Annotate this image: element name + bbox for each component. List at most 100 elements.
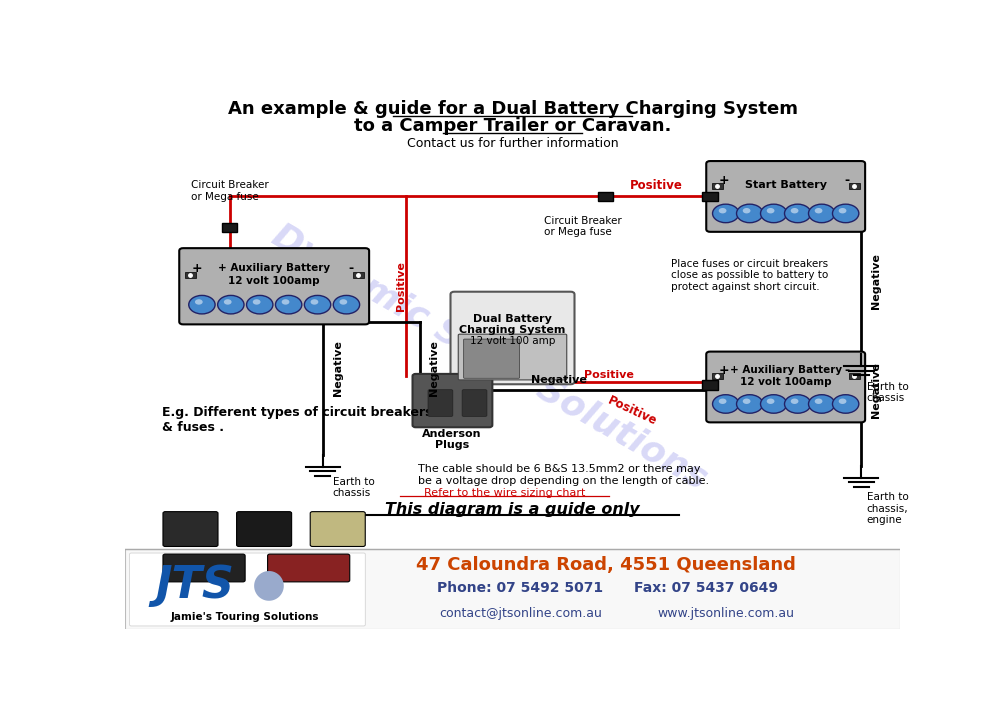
Circle shape [791,208,798,214]
Text: Circuit Breaker
or Mega fuse: Circuit Breaker or Mega fuse [544,216,621,237]
Text: Negative: Negative [871,362,881,418]
Circle shape [304,296,331,314]
Circle shape [737,395,763,413]
Circle shape [333,296,360,314]
Circle shape [785,204,811,223]
Circle shape [713,204,739,223]
Text: +: + [192,262,202,275]
Text: Negative: Negative [871,253,881,309]
Text: This diagram is a guide only: This diagram is a guide only [385,502,640,517]
Circle shape [247,296,273,314]
Text: Positive: Positive [606,395,659,428]
Circle shape [189,296,215,314]
Circle shape [791,399,798,404]
Text: Earth to
chassis,
engine: Earth to chassis, engine [867,492,908,525]
Text: +: + [719,174,729,187]
Text: ●: ● [251,566,285,604]
Text: to a Camper Trailer or Caravan.: to a Camper Trailer or Caravan. [354,117,671,135]
Circle shape [737,204,763,223]
FancyBboxPatch shape [130,553,365,626]
Circle shape [832,395,859,413]
Text: + Auxiliary Battery: + Auxiliary Battery [218,263,330,273]
Text: The cable should be 6 B&S 13.5mm2 or there may: The cable should be 6 B&S 13.5mm2 or the… [418,464,700,474]
Circle shape [311,299,318,305]
Text: Place fuses or circuit breakers
close as possible to battery to
protect against : Place fuses or circuit breakers close as… [671,259,829,292]
Bar [353,272,364,278]
Bar [849,373,860,379]
Circle shape [282,299,289,305]
Text: Positive: Positive [584,370,634,380]
Circle shape [815,208,822,214]
Circle shape [719,399,726,404]
Bar [712,183,723,189]
Circle shape [839,399,846,404]
Text: Negative: Negative [333,340,343,396]
Text: An example & guide for a Dual Battery Charging System: An example & guide for a Dual Battery Ch… [228,100,798,118]
Circle shape [785,395,811,413]
FancyBboxPatch shape [464,339,519,378]
Text: -: - [845,174,850,187]
FancyBboxPatch shape [179,248,369,325]
FancyBboxPatch shape [462,390,487,416]
Text: Dual Battery: Dual Battery [473,314,552,324]
Text: Positive: Positive [629,179,682,192]
Text: JTS: JTS [155,564,234,607]
Circle shape [275,296,302,314]
Circle shape [767,399,774,404]
Text: Start Battery: Start Battery [745,180,827,190]
Text: 12 volt 100 amp: 12 volt 100 amp [470,336,555,346]
Text: Negative: Negative [531,375,587,385]
Circle shape [815,399,822,404]
Circle shape [743,399,750,404]
Circle shape [761,204,787,223]
Text: Positive: Positive [396,262,406,311]
Text: 47 Caloundra Road, 4551 Queensland: 47 Caloundra Road, 4551 Queensland [416,556,795,574]
Text: Contact us for further information: Contact us for further information [407,136,618,150]
FancyBboxPatch shape [268,554,350,582]
Circle shape [761,395,787,413]
Circle shape [743,208,750,214]
FancyBboxPatch shape [163,554,245,582]
Bar [222,223,237,233]
Circle shape [224,299,232,305]
Text: Fax: 07 5437 0649: Fax: 07 5437 0649 [634,581,778,595]
Text: be a voltage drop depending on the length of cable.: be a voltage drop depending on the lengt… [418,476,709,486]
Text: Circuit Breaker
or Mega fuse: Circuit Breaker or Mega fuse [191,180,269,201]
Circle shape [808,204,835,223]
Bar [598,192,613,201]
Text: Jamie's Touring Solutions: Jamie's Touring Solutions [171,612,319,622]
Text: Negative: Negative [429,340,439,396]
Text: 12 volt 100amp: 12 volt 100amp [740,377,832,387]
Bar [712,373,723,379]
Text: Phone: 07 5492 5071: Phone: 07 5492 5071 [437,581,603,595]
FancyBboxPatch shape [237,512,292,547]
Bar [185,272,196,278]
Circle shape [218,296,244,314]
Bar [702,192,718,201]
Circle shape [253,299,261,305]
Text: contact@jtsonline.com.au: contact@jtsonline.com.au [439,607,602,621]
Text: Dynamic Solar Solutions: Dynamic Solar Solutions [266,218,713,496]
Text: 12 volt 100amp: 12 volt 100amp [228,276,320,286]
FancyBboxPatch shape [163,512,218,547]
Text: -: - [845,364,850,377]
Text: Charging System: Charging System [459,325,566,335]
FancyBboxPatch shape [458,334,567,380]
Text: Earth to
chassis: Earth to chassis [867,382,908,403]
Bar [702,380,718,390]
Text: -: - [349,262,354,275]
Circle shape [713,395,739,413]
FancyBboxPatch shape [310,512,365,547]
Circle shape [195,299,203,305]
FancyBboxPatch shape [450,292,574,385]
Circle shape [767,208,774,214]
FancyBboxPatch shape [706,351,865,422]
Circle shape [832,204,859,223]
Bar [849,183,860,189]
Circle shape [839,208,846,214]
Text: Refer to the wire sizing chart: Refer to the wire sizing chart [424,488,585,498]
Circle shape [339,299,347,305]
FancyBboxPatch shape [706,161,865,232]
Bar [125,549,900,629]
FancyBboxPatch shape [413,374,492,427]
